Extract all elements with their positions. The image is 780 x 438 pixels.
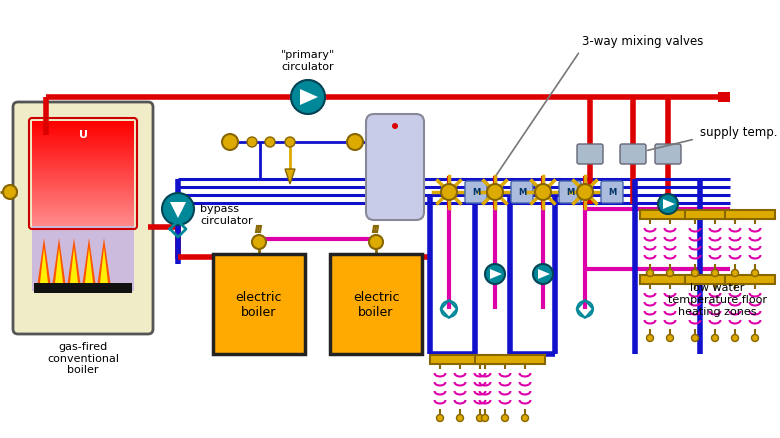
Circle shape (666, 335, 673, 342)
Polygon shape (67, 238, 81, 287)
Circle shape (751, 335, 758, 342)
Circle shape (441, 184, 457, 201)
Circle shape (647, 335, 654, 342)
Circle shape (291, 81, 325, 115)
Polygon shape (538, 269, 550, 279)
Circle shape (751, 270, 758, 277)
Circle shape (247, 138, 257, 148)
Circle shape (222, 135, 238, 151)
Polygon shape (490, 269, 502, 279)
Text: gas-fired
conventional
boiler: gas-fired conventional boiler (47, 341, 119, 374)
Polygon shape (285, 170, 295, 184)
Text: M: M (472, 188, 480, 197)
Text: supply temp. sensors: supply temp. sensors (700, 126, 780, 139)
Bar (725, 276, 775, 284)
Circle shape (369, 236, 383, 249)
Circle shape (3, 186, 17, 200)
Text: "primary"
circulator: "primary" circulator (281, 50, 335, 72)
Bar (213, 254, 305, 354)
Polygon shape (663, 200, 675, 209)
Circle shape (732, 335, 739, 342)
Polygon shape (70, 248, 78, 283)
Circle shape (456, 414, 463, 421)
Text: U: U (79, 130, 87, 140)
Bar (725, 211, 775, 219)
Text: bypass
circulator: bypass circulator (200, 204, 253, 225)
Text: 3-way mixing valves: 3-way mixing valves (582, 35, 704, 48)
Bar (640, 211, 690, 219)
FancyBboxPatch shape (577, 145, 603, 165)
Bar (32, 226, 134, 291)
Circle shape (732, 270, 739, 277)
FancyBboxPatch shape (601, 182, 623, 204)
Circle shape (666, 270, 673, 277)
Polygon shape (82, 238, 96, 287)
Circle shape (392, 124, 398, 130)
Polygon shape (55, 248, 63, 283)
Text: M: M (566, 188, 574, 197)
Circle shape (711, 335, 718, 342)
Circle shape (285, 138, 295, 148)
Bar (640, 276, 690, 284)
FancyBboxPatch shape (366, 115, 424, 220)
Circle shape (347, 135, 363, 151)
Polygon shape (97, 238, 111, 287)
Circle shape (162, 194, 194, 226)
FancyBboxPatch shape (465, 182, 487, 204)
Circle shape (522, 414, 529, 421)
Circle shape (711, 270, 718, 277)
Circle shape (692, 270, 699, 277)
Bar (330, 254, 422, 354)
Bar (685, 211, 735, 219)
Bar (475, 355, 545, 364)
FancyBboxPatch shape (511, 182, 533, 204)
Circle shape (485, 265, 505, 284)
FancyBboxPatch shape (13, 103, 153, 334)
Circle shape (265, 138, 275, 148)
Text: low water
temperature floor
heating zones: low water temperature floor heating zone… (668, 283, 767, 316)
Text: M: M (518, 188, 527, 197)
Circle shape (437, 414, 444, 421)
FancyBboxPatch shape (559, 182, 581, 204)
FancyBboxPatch shape (620, 145, 646, 165)
Bar (685, 276, 735, 284)
Circle shape (477, 414, 484, 421)
Polygon shape (100, 248, 108, 283)
Circle shape (502, 414, 509, 421)
Circle shape (533, 265, 553, 284)
Bar (34, 283, 132, 293)
Text: M: M (608, 188, 616, 197)
Circle shape (481, 414, 488, 421)
Polygon shape (37, 238, 51, 287)
Polygon shape (40, 248, 48, 283)
Bar (430, 355, 500, 364)
Polygon shape (170, 202, 186, 219)
Circle shape (487, 184, 503, 201)
Bar (718, 93, 730, 103)
Circle shape (692, 335, 699, 342)
Circle shape (647, 270, 654, 277)
Circle shape (535, 184, 551, 201)
Circle shape (252, 236, 266, 249)
Text: electric
boiler: electric boiler (353, 290, 399, 318)
Circle shape (577, 184, 593, 201)
Polygon shape (85, 248, 93, 283)
FancyBboxPatch shape (655, 145, 681, 165)
Polygon shape (52, 238, 66, 287)
Text: electric
boiler: electric boiler (236, 290, 282, 318)
Polygon shape (300, 90, 318, 106)
Circle shape (658, 194, 678, 215)
